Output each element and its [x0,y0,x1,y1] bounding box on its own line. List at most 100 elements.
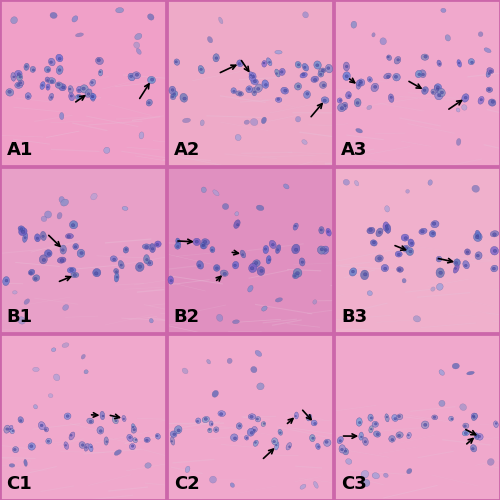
Ellipse shape [319,226,324,234]
Ellipse shape [491,100,494,103]
Ellipse shape [174,242,180,249]
Ellipse shape [79,442,86,448]
Ellipse shape [464,432,468,434]
Ellipse shape [437,258,440,260]
Ellipse shape [384,473,388,478]
Ellipse shape [393,74,400,81]
Ellipse shape [468,58,474,64]
Ellipse shape [266,58,272,66]
Ellipse shape [211,249,214,251]
Ellipse shape [390,96,392,98]
Ellipse shape [302,73,305,76]
Ellipse shape [6,428,8,430]
Ellipse shape [254,440,258,446]
Ellipse shape [82,87,86,90]
Ellipse shape [40,255,48,264]
Ellipse shape [256,88,260,90]
Ellipse shape [478,96,484,104]
Ellipse shape [346,92,352,99]
Ellipse shape [195,240,198,243]
Ellipse shape [204,240,207,244]
Ellipse shape [120,264,122,266]
Ellipse shape [294,268,302,277]
Ellipse shape [302,12,308,18]
Ellipse shape [380,38,386,45]
Ellipse shape [316,444,320,450]
Ellipse shape [300,72,308,78]
Ellipse shape [348,94,350,97]
Ellipse shape [204,418,208,420]
Ellipse shape [128,436,132,438]
Ellipse shape [42,84,43,86]
Ellipse shape [394,56,401,64]
Ellipse shape [339,440,342,442]
Ellipse shape [58,58,61,60]
Ellipse shape [156,435,158,437]
Ellipse shape [337,98,342,103]
Ellipse shape [440,91,444,94]
Ellipse shape [324,439,331,446]
Ellipse shape [406,468,412,474]
Ellipse shape [18,226,25,232]
Ellipse shape [346,458,352,464]
Ellipse shape [284,89,287,92]
Ellipse shape [90,80,96,86]
Ellipse shape [274,442,279,450]
Ellipse shape [370,428,372,430]
Ellipse shape [292,273,298,278]
Ellipse shape [325,440,328,444]
Ellipse shape [46,438,52,444]
Ellipse shape [374,422,377,425]
Ellipse shape [439,370,444,376]
Ellipse shape [457,60,462,67]
Ellipse shape [73,274,76,276]
Ellipse shape [76,86,82,93]
Ellipse shape [10,428,14,434]
Ellipse shape [150,78,154,81]
Ellipse shape [139,132,144,139]
Ellipse shape [284,184,289,189]
Ellipse shape [296,272,300,275]
Ellipse shape [168,276,173,284]
Ellipse shape [358,82,362,84]
Ellipse shape [198,66,204,74]
Ellipse shape [454,259,460,266]
Ellipse shape [24,299,30,304]
Ellipse shape [44,66,51,72]
Ellipse shape [12,290,17,294]
Ellipse shape [36,237,39,240]
Ellipse shape [402,245,409,252]
Ellipse shape [32,367,39,372]
Ellipse shape [114,420,117,422]
Ellipse shape [374,431,380,437]
Ellipse shape [196,260,203,269]
Ellipse shape [22,233,28,242]
Ellipse shape [213,54,220,62]
Ellipse shape [66,234,74,239]
Ellipse shape [372,32,375,37]
Ellipse shape [398,253,400,256]
Ellipse shape [146,258,148,261]
Ellipse shape [261,422,266,426]
Ellipse shape [122,416,126,422]
Ellipse shape [345,65,348,68]
Ellipse shape [202,238,209,245]
Ellipse shape [360,270,368,280]
Ellipse shape [4,425,10,433]
Ellipse shape [202,244,204,246]
Ellipse shape [318,71,324,77]
Ellipse shape [74,246,77,248]
Ellipse shape [251,79,258,84]
Ellipse shape [250,74,252,76]
Ellipse shape [422,86,428,94]
Ellipse shape [268,259,270,261]
Ellipse shape [270,240,276,248]
Ellipse shape [476,434,478,436]
Ellipse shape [177,429,180,432]
Ellipse shape [112,416,118,424]
Ellipse shape [369,79,371,80]
Ellipse shape [354,98,361,107]
Ellipse shape [378,231,381,234]
Ellipse shape [311,76,318,82]
Ellipse shape [476,434,483,440]
